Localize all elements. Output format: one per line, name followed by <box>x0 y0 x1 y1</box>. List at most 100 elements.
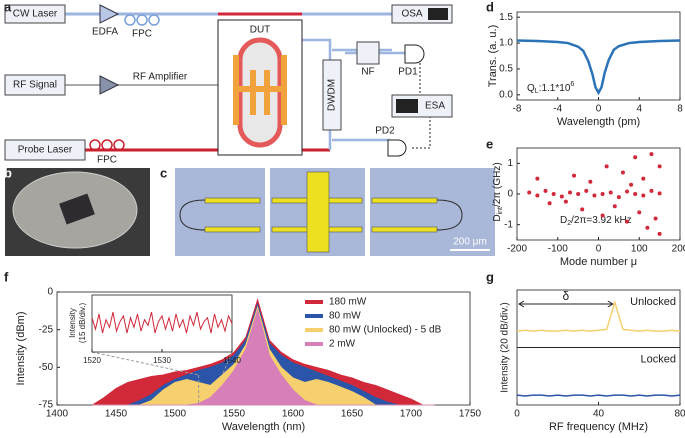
label: Probe Laser <box>18 145 73 156</box>
x-tick-label: 1450 <box>105 409 128 420</box>
micrograph <box>370 168 495 256</box>
x-tick-label: 1650 <box>341 409 364 420</box>
x-tick-label: 8 <box>677 104 683 115</box>
point <box>633 192 638 196</box>
point <box>641 193 646 198</box>
x-tick-label: -100 <box>548 244 568 255</box>
point <box>588 179 593 184</box>
chip <box>59 193 95 225</box>
point <box>620 170 625 175</box>
x-label: RF frequency (MHz) <box>549 421 648 433</box>
nf-box <box>356 41 380 65</box>
annotation-part: Q <box>527 83 535 94</box>
rf-amp <box>99 75 120 95</box>
x-tick-label: 80 <box>674 409 685 420</box>
panel-a: CW Laser EDFA FPC DUT OSA NF PD1 RF Sign… <box>4 4 453 166</box>
panel-b <box>5 168 150 256</box>
point <box>572 173 577 178</box>
legend-label: 2 mW <box>329 339 356 350</box>
x-tick-label: 0 <box>514 409 520 420</box>
point <box>600 192 605 196</box>
x-tick-label: 0 <box>596 104 602 115</box>
y-tick-label: -1 <box>504 219 513 230</box>
point <box>625 219 630 224</box>
point <box>592 193 597 198</box>
point <box>584 188 589 193</box>
point <box>633 155 638 160</box>
panel-letter: g <box>486 269 494 284</box>
panel-letter: b <box>4 165 12 180</box>
scale-bar-label: 200 μm <box>453 237 487 248</box>
x-tick-label: 4 <box>636 104 642 115</box>
y-label: Dint/2π (GHz) <box>492 162 504 221</box>
y-label-part: int <box>497 207 504 214</box>
point <box>608 190 613 195</box>
point <box>657 191 662 196</box>
x-tick-label: -8 <box>513 104 522 115</box>
point <box>600 213 605 218</box>
x-tick-label: 1540 <box>223 356 241 365</box>
y-tick-label: 1.5 <box>499 12 513 23</box>
y-label-part: /2π (GHz) <box>492 162 503 207</box>
y-tick-label: 1 <box>507 158 513 169</box>
label: OSA <box>401 9 422 20</box>
x-tick-label: 0 <box>596 244 602 255</box>
label: RF Signal <box>13 80 57 91</box>
probe-laser-box <box>4 139 86 161</box>
annotation: D2/2π=3.92 kHz <box>560 215 632 227</box>
annotation-part: 6 <box>570 81 574 88</box>
x-tick-label: 1600 <box>282 409 305 420</box>
delta-arrow <box>518 300 614 308</box>
area <box>92 308 435 406</box>
panel-label: Unlocked <box>630 296 676 308</box>
point <box>625 189 630 194</box>
label: FPC <box>132 29 152 40</box>
y-tick-label: -50 <box>39 362 54 373</box>
esa-screen <box>396 99 418 113</box>
annotation: δ <box>563 289 570 303</box>
x-tick-label: 1750 <box>459 409 482 420</box>
y-tick-label: 0 <box>47 287 53 298</box>
legend-swatch <box>305 300 323 304</box>
zoom-guide <box>91 351 233 405</box>
legend-label: 80 mW (Unlocked) - 5 dB <box>329 325 442 336</box>
legend-swatch <box>305 314 323 318</box>
edfa <box>99 4 120 24</box>
point <box>576 192 581 196</box>
line <box>516 39 681 96</box>
electrodes <box>233 55 287 125</box>
panel-letter: a <box>4 0 12 14</box>
osa-screen <box>428 8 448 20</box>
panel-label: Locked <box>641 353 676 365</box>
point <box>559 194 564 199</box>
panel-letter: e <box>486 136 493 151</box>
y-label: Trans. (a. u.) <box>487 25 499 88</box>
panel-c: 200 μm <box>175 168 495 256</box>
point <box>535 193 540 198</box>
inset-y-label: Intensity(15 dB/div.) <box>68 303 87 344</box>
x-tick-label: 200 <box>672 244 685 255</box>
point <box>567 190 572 195</box>
ring <box>237 37 283 148</box>
legend-label: 80 mW <box>329 311 361 322</box>
plot-frame <box>516 147 681 241</box>
label: DWDM <box>327 79 338 111</box>
y-tick-label: -75 <box>39 400 54 411</box>
cable <box>412 55 431 149</box>
x-tick-label: 1500 <box>164 409 187 420</box>
y-tick-label: 0 <box>507 189 513 200</box>
annotation: QL:1.1*106 <box>527 81 574 95</box>
point <box>604 164 609 169</box>
x-tick-label: 40 <box>593 409 605 420</box>
y-tick-label: 1.0 <box>499 38 513 49</box>
y-label-part: D <box>492 214 503 221</box>
waveguide <box>179 199 463 231</box>
x-label: Mode number μ <box>560 256 637 268</box>
micrograph <box>175 168 265 256</box>
y-label: Intensity (dBm) <box>15 312 27 386</box>
label: EDFA <box>92 27 118 38</box>
label: FPC <box>97 155 117 166</box>
y-tick-label: -25 <box>39 324 54 335</box>
label: NF <box>361 67 374 78</box>
y-label-part: Intensity <box>68 308 77 338</box>
